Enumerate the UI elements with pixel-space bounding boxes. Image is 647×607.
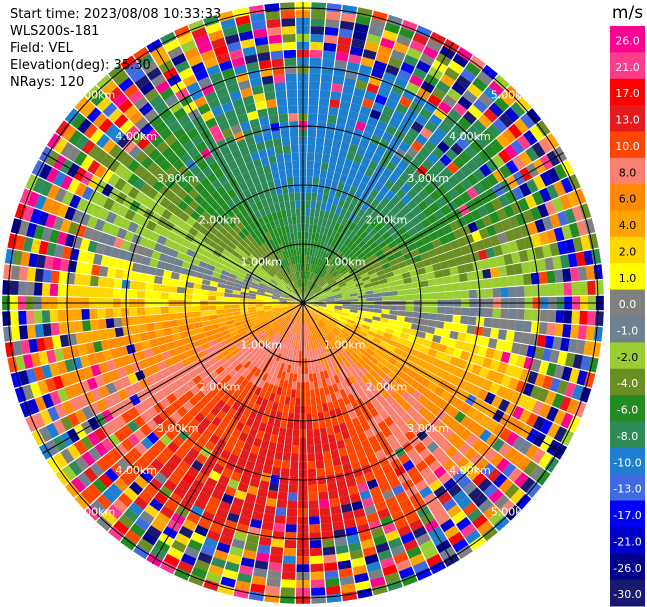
colorbar-swatch: [610, 368, 645, 396]
colorbar-swatch: [610, 316, 645, 343]
colorbar-swatch: [610, 26, 645, 53]
range-ring-labels: 1.00km 2.00km 3.00km 4.00km 5.00km 1.00km 2.00…: [74, 88, 533, 518]
colorbar-tick-label: 10.0: [615, 140, 640, 153]
range-ring-label: 5.00km: [74, 506, 116, 519]
range-ring-label: 5.00km: [491, 506, 533, 519]
colorbar-tick-label: 8.0: [619, 166, 637, 179]
colorbar-tick-label: 26.0: [615, 35, 640, 48]
colorbar-swatch: [610, 342, 645, 370]
colorbar-swatch: [610, 500, 645, 528]
range-ring-label: 1.00km: [324, 339, 366, 352]
colorbar-swatch: [610, 421, 645, 449]
ppi-plot: 1.00km 2.00km 3.00km 4.00km 5.00km 1.00km 2.00…: [2, 2, 604, 604]
colorbar-tick-label: 0.0: [619, 298, 637, 311]
start-time-label: Start time: 2023/08/08 10:33:33: [10, 7, 222, 22]
colorbar-tick-label: 1.0: [619, 272, 637, 285]
nrays-label: NRays: 120: [10, 75, 85, 90]
colorbar-tick-label: -2.0: [617, 351, 638, 364]
colorbar-tick-label: -1.0: [617, 325, 638, 338]
colorbar-swatch: [610, 289, 645, 317]
colorbar-tick-label: 6.0: [619, 193, 637, 206]
ppi-gates: [2, 2, 604, 604]
range-ring-label: 2.00km: [366, 380, 408, 393]
colorbar-swatch: [610, 210, 645, 238]
colorbar-swatch: [610, 236, 645, 264]
colorbar-tick-label: -13.0: [613, 483, 641, 496]
range-ring-label: 3.00km: [407, 422, 449, 435]
colorbar-tick-label: -17.0: [613, 509, 641, 522]
colorbar-tick-label: -4.0: [617, 377, 638, 390]
range-ring-label: 1.00km: [324, 255, 366, 268]
range-ring-label: 1.00km: [240, 255, 282, 268]
colorbar-tick-label: -21.0: [613, 535, 641, 548]
colorbar-swatch: [610, 52, 645, 80]
colorbar-swatch: [610, 579, 645, 607]
range-ring-label: 2.00km: [199, 380, 241, 393]
colorbar-tick-label: -30.0: [613, 588, 641, 601]
colorbar-swatch: [610, 526, 645, 554]
azimuth-spoke: [152, 42, 454, 564]
range-ring-label: 5.00km: [491, 88, 533, 101]
colorbar-unit: m/s: [612, 3, 643, 23]
colorbar-tick-label: -10.0: [613, 456, 641, 469]
range-ring-label: 4.00km: [115, 464, 157, 477]
colorbar-tick-label: 13.0: [615, 114, 640, 127]
instrument-label: WLS200s-181: [10, 24, 100, 39]
elevation-label: Elevation(deg): 35.30: [10, 58, 151, 73]
colorbar-tick-label: 4.0: [619, 219, 637, 232]
colorbar-swatch: [610, 78, 645, 106]
range-ring-label: 5.00km: [74, 88, 116, 101]
range-ring-label: 4.00km: [449, 464, 491, 477]
colorbar-tick-label: -6.0: [617, 404, 638, 417]
colorbar-tick-label: 17.0: [615, 87, 640, 100]
colorbar-swatch: [610, 105, 645, 132]
colorbar-swatch: [610, 447, 645, 475]
range-ring-label: 3.00km: [157, 172, 199, 185]
colorbar-tick-label: -8.0: [617, 430, 638, 443]
range-ring-label: 4.00km: [449, 130, 491, 143]
colorbar-swatch: [610, 474, 645, 502]
colorbar-tick-label: -26.0: [613, 562, 641, 575]
colorbar-swatch: [610, 157, 645, 185]
field-label: Field: VEL: [10, 41, 73, 56]
range-ring-label: 2.00km: [366, 214, 408, 227]
colorbar-swatch: [610, 131, 645, 159]
colorbar-swatch: [610, 184, 645, 212]
range-ring-label: 3.00km: [157, 422, 199, 435]
colorbar-swatch: [610, 553, 645, 581]
colorbar-swatch: [610, 395, 645, 422]
range-ring-label: 3.00km: [407, 172, 449, 185]
colorbar-tick-label: 21.0: [615, 61, 640, 74]
range-ring-label: 1.00km: [240, 339, 282, 352]
range-ring-label: 2.00km: [199, 214, 241, 227]
colorbar-tick-label: 2.0: [619, 245, 637, 258]
range-rings: [2, 2, 604, 604]
range-ring-label: 4.00km: [115, 130, 157, 143]
colorbar-swatch: [610, 263, 645, 291]
